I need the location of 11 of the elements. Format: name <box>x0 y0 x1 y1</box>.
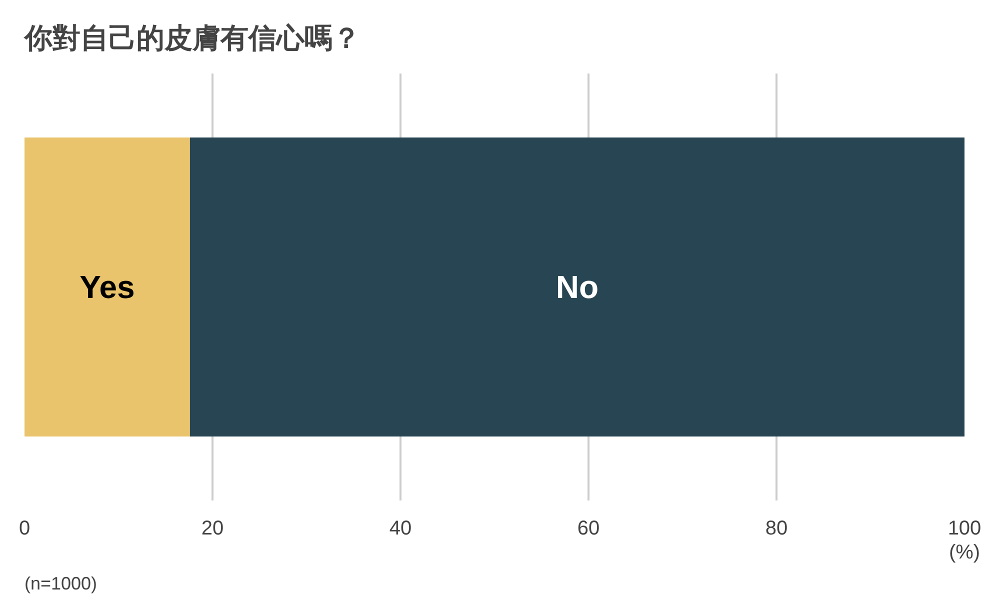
x-tick-label: 60 <box>577 518 600 540</box>
text: (n=1000) <box>24 574 98 594</box>
x-tick-label: 100 <box>948 518 982 540</box>
x-axis-title: (%) <box>948 542 980 564</box>
x-tick-label: 80 <box>765 518 788 540</box>
x-tick-label: 40 <box>389 518 412 540</box>
series-label: Yes <box>80 269 135 305</box>
chart-title: 你對自己的皮膚有信心嗎？ <box>22 22 360 54</box>
series-label: No <box>556 269 599 305</box>
x-tick-label: 20 <box>201 518 224 540</box>
x-tick-label: 0 <box>18 518 30 540</box>
